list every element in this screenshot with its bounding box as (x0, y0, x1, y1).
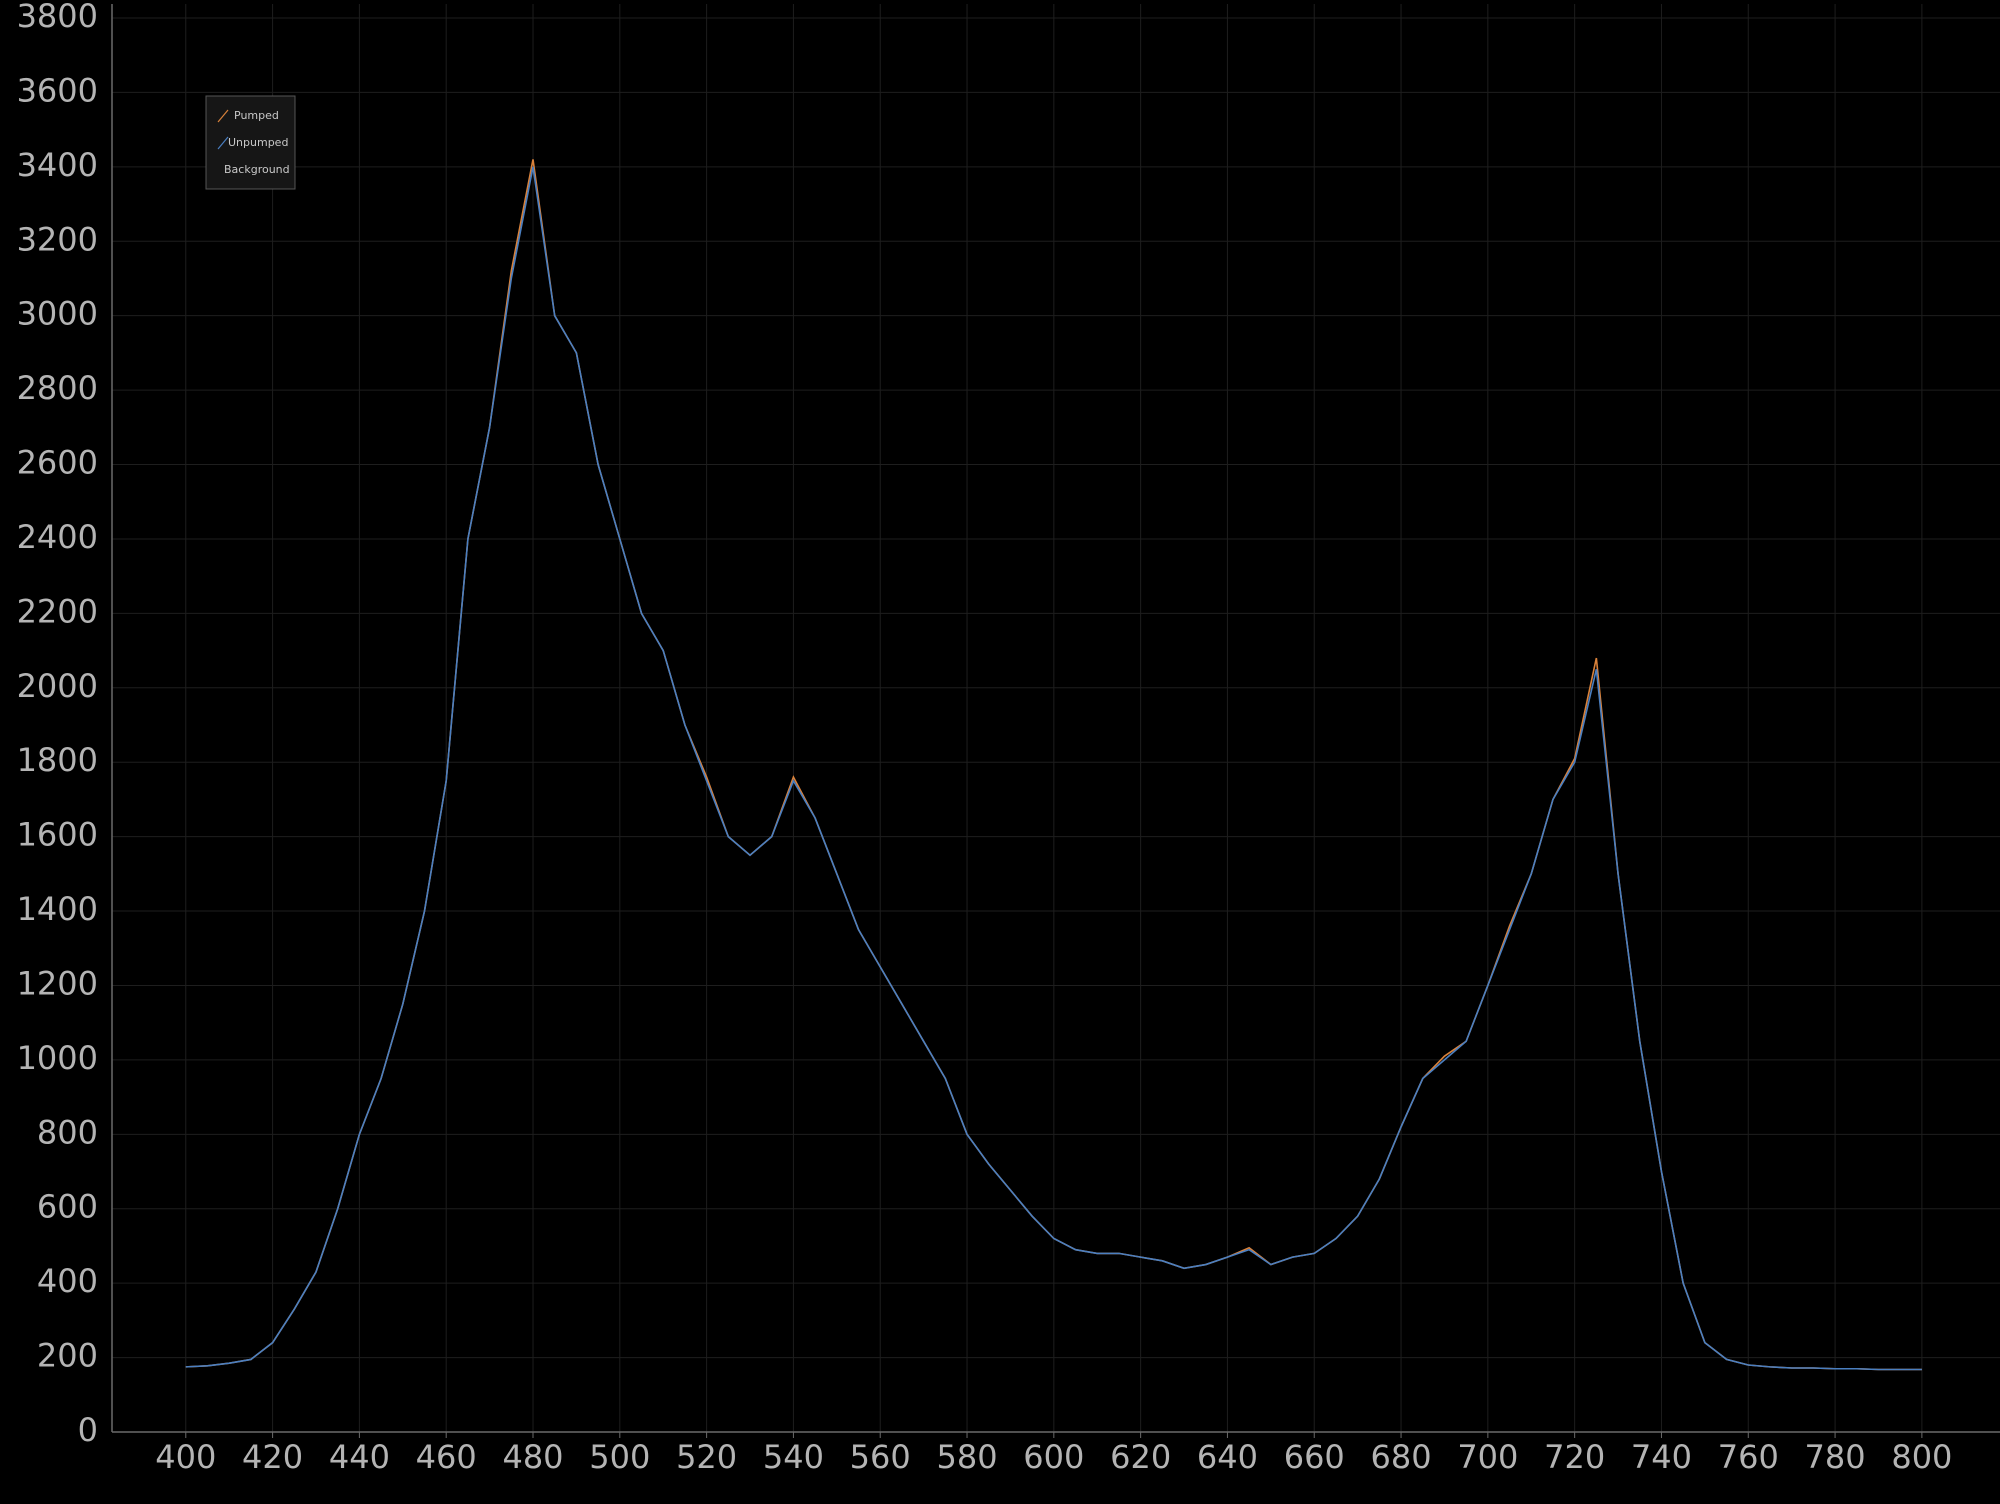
legend-label: Pumped (234, 109, 279, 122)
x-tick-label: 780 (1805, 1438, 1866, 1476)
y-tick-label: 2800 (17, 369, 98, 407)
legend-label: Unpumped (228, 136, 288, 149)
y-tick-label: 400 (37, 1262, 98, 1300)
x-tick-label: 660 (1284, 1438, 1345, 1476)
y-tick-label: 0 (78, 1411, 98, 1449)
y-tick-label: 1000 (17, 1039, 98, 1077)
x-tick-label: 480 (502, 1438, 563, 1476)
x-tick-label: 500 (589, 1438, 650, 1476)
series-line (185, 166, 1922, 1371)
y-tick-label: 3600 (17, 71, 98, 109)
x-tick-label: 520 (676, 1438, 737, 1476)
y-tick-label: 2600 (17, 444, 98, 482)
x-tick-label: 640 (1197, 1438, 1258, 1476)
x-tick-label: 800 (1891, 1438, 1952, 1476)
plot (185, 159, 1922, 1371)
y-tick-label: 3400 (17, 146, 98, 184)
y-tick-label: 1400 (17, 890, 98, 928)
x-tick-label: 580 (936, 1438, 997, 1476)
y-tick-label: 600 (37, 1188, 98, 1226)
x-tick-label: 460 (416, 1438, 477, 1476)
y-tick-label: 2000 (17, 667, 98, 705)
x-tick-label: 600 (1023, 1438, 1084, 1476)
ticks: 0 200 400 600 800 1000 1200 1400 1600 1800 2000 220… (17, 0, 1953, 1476)
legend: Pumped Unpumped Background (217, 109, 290, 176)
x-tick-label: 560 (850, 1438, 911, 1476)
y-tick-label: 2200 (17, 592, 98, 630)
y-tick-label: 3800 (17, 0, 98, 35)
x-tick-label: 700 (1457, 1438, 1518, 1476)
legend-swatch (217, 136, 229, 150)
x-tick-label: 420 (242, 1438, 303, 1476)
y-tick-label: 200 (37, 1337, 98, 1375)
y-tick-label: 800 (37, 1113, 98, 1151)
x-tick-label: 680 (1371, 1438, 1432, 1476)
y-tick-label: 3000 (17, 295, 98, 333)
y-tick-label: 2400 (17, 518, 98, 556)
y-tick-label: 3200 (17, 220, 98, 258)
x-tick-label: 720 (1544, 1438, 1605, 1476)
y-tick-label: 1200 (17, 964, 98, 1002)
x-tick-label: 620 (1110, 1438, 1171, 1476)
legend-label: Background (224, 163, 290, 176)
x-tick-label: 740 (1631, 1438, 1692, 1476)
x-tick-label: 440 (329, 1438, 390, 1476)
y-tick-label: 1600 (17, 816, 98, 854)
legend-box (205, 95, 296, 190)
x-tick-label: 540 (763, 1438, 824, 1476)
x-tick-label: 400 (155, 1438, 216, 1476)
legend-swatch (217, 109, 229, 123)
x-tick-label: 760 (1718, 1438, 1779, 1476)
y-tick-label: 1800 (17, 741, 98, 779)
grid (112, 4, 2000, 1433)
